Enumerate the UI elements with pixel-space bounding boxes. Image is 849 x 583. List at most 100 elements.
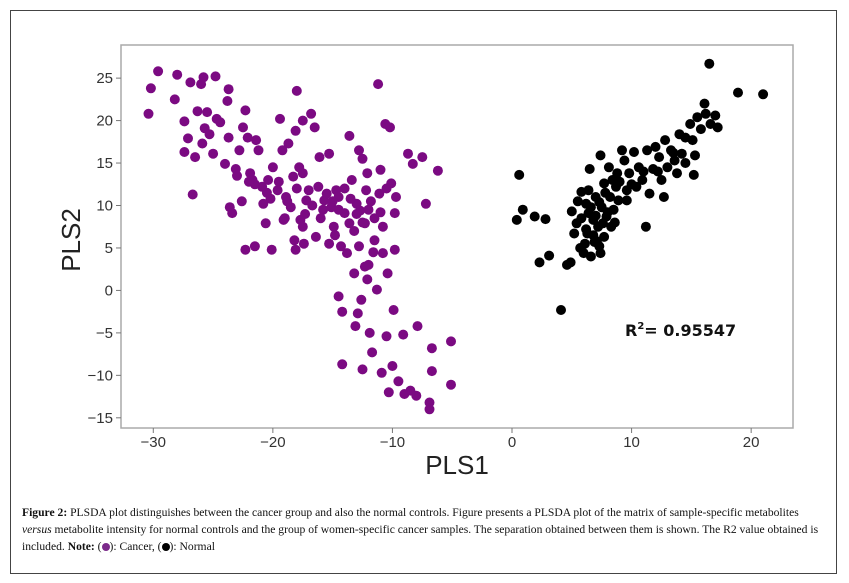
normal-point (644, 188, 655, 199)
cancer-point (381, 183, 392, 194)
normal-point (609, 217, 620, 228)
y-tick-label: 15 (96, 155, 113, 172)
cancer-point (227, 208, 238, 219)
normal-point (617, 145, 627, 156)
cancer-point (362, 168, 373, 179)
normal-point (565, 257, 576, 268)
cancer-point (318, 204, 329, 215)
cancer-point (345, 193, 356, 204)
cancer-point (356, 294, 367, 305)
cancer-point (398, 329, 409, 340)
normal-point (607, 175, 618, 185)
r-squared-sup: 2 (637, 321, 644, 332)
normal-point (733, 87, 743, 98)
cancer-point (273, 176, 284, 187)
normal-point (652, 166, 663, 177)
figure-frame (10, 10, 837, 574)
cancer-point (389, 244, 400, 255)
x-axis-title: PLS1 (425, 450, 489, 480)
cancer-point (389, 208, 400, 219)
cancer-point (208, 148, 219, 159)
normal-point (621, 195, 632, 206)
cancer-point (354, 241, 364, 252)
r-squared-value: = 0.95547 (644, 321, 736, 340)
cancer-point (315, 213, 326, 224)
normal-point (613, 195, 624, 206)
caption-note-label: Note: (67, 540, 95, 553)
figure-caption: Figure 2: PLSDA plot distinguishes betwe… (22, 504, 830, 555)
normal-point (590, 210, 601, 221)
cancer-point (263, 175, 274, 185)
cancer-point (266, 244, 277, 255)
y-tick-label: −5 (96, 325, 113, 342)
caption-text-1: PLSDA plot distinguishes between the can… (67, 506, 799, 519)
cancer-point (277, 145, 288, 156)
cancer-point (297, 115, 308, 126)
cancer-point (365, 196, 376, 207)
cancer-point (204, 129, 215, 140)
cancer-point (306, 108, 317, 119)
cancer-point (387, 361, 398, 371)
cancer-point (249, 241, 260, 252)
normal-point (534, 257, 545, 268)
cancer-point (324, 148, 335, 159)
cancer-point (222, 96, 233, 106)
cancer-point (349, 226, 360, 236)
cancer-point (371, 284, 382, 295)
cancer-point (342, 248, 352, 259)
caption-text-2: metabolite intensity for normal controls… (22, 523, 819, 553)
cancer-point (337, 306, 348, 317)
normal-point (699, 98, 710, 109)
cancer-point (420, 198, 431, 209)
caption-note-cancer: ): Cancer, ( (109, 540, 162, 553)
y-tick-label: 25 (96, 70, 113, 87)
cancer-point (377, 248, 388, 259)
cancer-point (183, 133, 193, 144)
normal-point (690, 150, 700, 161)
normal-point (603, 162, 614, 173)
cancer-point (288, 171, 299, 182)
cancer-point (432, 165, 443, 176)
cancer-point (381, 331, 392, 342)
caption-label: Figure 2: (22, 506, 68, 519)
normal-point (595, 248, 606, 259)
cancer-point (234, 145, 245, 156)
cancer-point (393, 376, 404, 387)
cancer-point (169, 94, 180, 105)
cancer-point (333, 204, 344, 215)
cancer-point (198, 72, 209, 83)
cancer-point (240, 244, 251, 255)
cancer-point (424, 404, 435, 415)
cancer-point (265, 193, 276, 204)
caption-note-open: ( (94, 540, 102, 553)
normal-point (687, 135, 698, 146)
cancer-point (215, 117, 226, 128)
cancer-point (236, 196, 247, 207)
y-tick-label: −15 (88, 410, 113, 427)
normal-point (660, 135, 671, 146)
normal-point (638, 166, 649, 177)
caption-note-normal: ): Normal (169, 540, 215, 553)
cancer-point (344, 130, 355, 141)
cancer-point (350, 321, 361, 332)
cancer-point (190, 152, 201, 163)
normal-point (581, 224, 592, 235)
cancer-point (412, 321, 423, 332)
cancer-point (202, 107, 213, 118)
cancer-point (385, 122, 395, 133)
normal-point (712, 122, 723, 133)
x-tick-label: −20 (260, 434, 285, 451)
cancer-legend-dot-icon (101, 543, 110, 551)
caption-italic: versus (22, 523, 52, 536)
cancer-point (333, 291, 344, 302)
cancer-point (179, 116, 190, 127)
cancer-point (351, 209, 362, 219)
cancer-point (426, 343, 437, 354)
normal-point (685, 119, 696, 129)
normal-point (662, 162, 673, 173)
normal-point (585, 251, 596, 262)
cancer-point (417, 152, 428, 163)
cancer-point (251, 135, 262, 146)
cancer-point (145, 83, 156, 94)
plot-frame (120, 44, 794, 429)
